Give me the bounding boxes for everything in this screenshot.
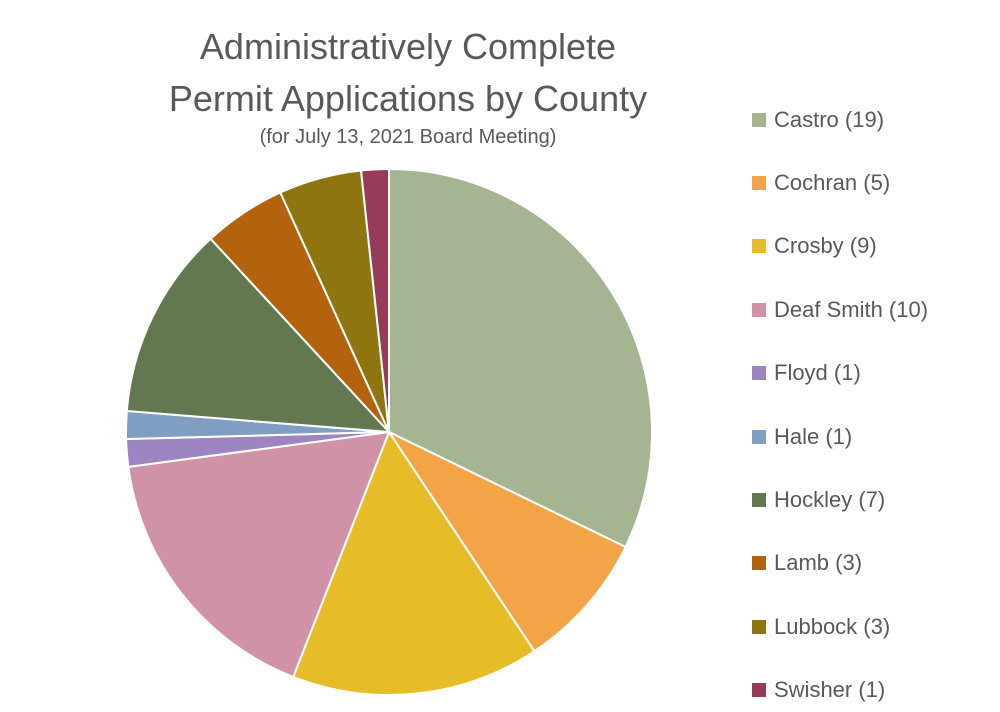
legend: Castro (19) Cochran (5) Crosby (9) Deaf Smi… (752, 88, 928, 712)
legend-item: Lubbock (3) (752, 595, 928, 658)
pie-slice-castro (388, 167, 653, 549)
legend-label: Hockley (7) (774, 487, 886, 513)
legend-swatch (752, 112, 766, 127)
chart-subtitle: (for July 13, 2021 Board Meeting) (259, 126, 557, 148)
legend-item: Hale (1) (752, 405, 928, 468)
pie-slice-hockley (125, 237, 392, 434)
legend-label: Swisher (1) (774, 677, 886, 703)
legend-label: Hale (1) (774, 423, 853, 449)
legend-label: Crosby (9) (774, 233, 877, 259)
legend-swatch (752, 683, 766, 698)
chart-title-line2: Permit Applications by County (168, 78, 648, 119)
legend-swatch (752, 239, 766, 254)
pie-slice-crosby (291, 429, 536, 696)
legend-swatch (752, 302, 766, 317)
legend-item: Crosby (9) (752, 215, 928, 278)
legend-label: Lubbock (3) (774, 613, 891, 639)
pie-slice-deaf-smith (127, 430, 391, 679)
pie-slice-swisher (359, 167, 390, 433)
legend-item: Hockley (7) (752, 468, 928, 531)
legend-label: Cochran (5) (774, 170, 891, 196)
legend-swatch (752, 493, 766, 508)
legend-item: Lamb (3) (752, 532, 928, 595)
legend-label: Castro (19) (774, 106, 885, 132)
pie-slice-cochran (386, 429, 627, 653)
legend-swatch (752, 556, 766, 571)
legend-swatch (752, 619, 766, 634)
legend-label: Lamb (3) (774, 550, 863, 576)
legend-swatch (752, 176, 766, 191)
legend-swatch (752, 366, 766, 381)
chart-title-line1: Administratively Complete (199, 26, 617, 67)
legend-item: Deaf Smith (10) (752, 278, 928, 341)
legend-swatch (752, 429, 766, 444)
legend-label: Floyd (1) (774, 360, 861, 386)
legend-item: Cochran (5) (752, 151, 928, 214)
legend-item: Castro (19) (752, 88, 928, 151)
legend-item: Swisher (1) (752, 659, 928, 712)
legend-label: Deaf Smith (10) (774, 296, 929, 322)
legend-item: Floyd (1) (752, 342, 928, 405)
